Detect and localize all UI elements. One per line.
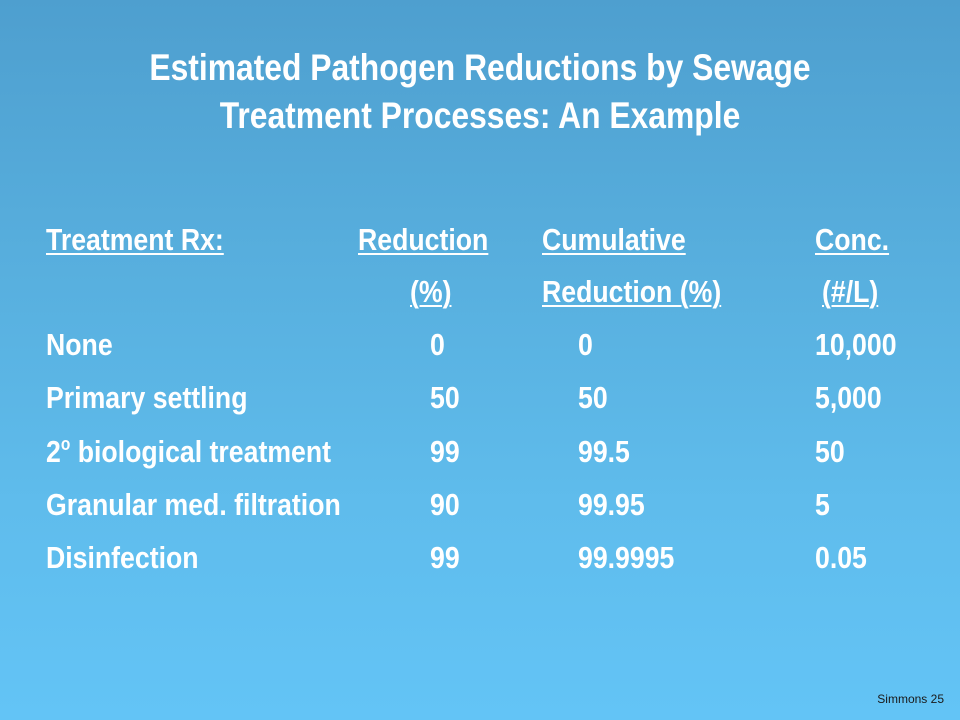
header-treatment: Treatment Rx: (46, 222, 224, 257)
row-treatment: Granular med. filtration (46, 487, 341, 522)
header-reduction-unit: (%) (410, 274, 452, 309)
row-conc: 0.05 (815, 540, 867, 575)
header-conc: Conc. (815, 222, 890, 257)
row-reduction: 99 (430, 540, 460, 575)
title-line-2: Treatment Processes: An Example (219, 95, 741, 136)
row-cumulative: 0 (578, 327, 593, 362)
row-cumulative: 50 (578, 380, 608, 415)
row-reduction: 90 (430, 487, 460, 522)
row-conc: 5,000 (815, 380, 882, 415)
row-cumulative: 99.9995 (578, 540, 675, 575)
treatment-rest: biological treatment (70, 434, 332, 469)
slide-footer: Simmons 25 (877, 692, 944, 706)
slide-title: Estimated Pathogen Reductions by Sewage … (67, 44, 893, 140)
superscript-o: o (60, 434, 71, 454)
header-conc-unit: (#/L) (822, 274, 879, 309)
row-conc: 5 (815, 487, 830, 522)
header-cumulative-unit: Reduction (%) (542, 274, 722, 309)
title-line-1: Estimated Pathogen Reductions by Sewage (149, 47, 811, 88)
row-reduction: 0 (430, 327, 445, 362)
row-treatment: None (46, 327, 113, 362)
treatment-prefix: 2 (46, 434, 61, 469)
row-conc: 50 (815, 434, 845, 469)
row-cumulative: 99.95 (578, 487, 645, 522)
row-reduction: 99 (430, 434, 460, 469)
row-treatment: Primary settling (46, 380, 248, 415)
row-cumulative: 99.5 (578, 434, 630, 469)
row-reduction: 50 (430, 380, 460, 415)
row-conc: 10,000 (815, 327, 897, 362)
row-treatment: 2o biological treatment (46, 434, 331, 470)
header-reduction: Reduction (358, 222, 489, 257)
row-treatment: Disinfection (46, 540, 199, 575)
header-cumulative: Cumulative (542, 222, 686, 257)
